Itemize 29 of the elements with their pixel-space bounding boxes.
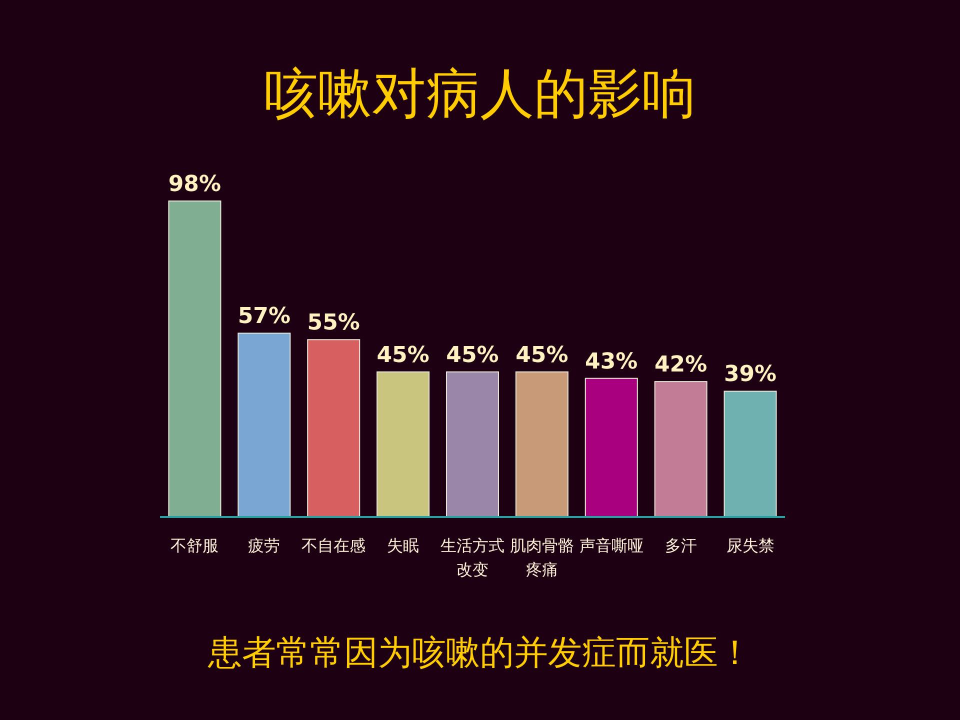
bar [515,371,568,518]
data-label: 55% [307,310,360,336]
data-label: 45% [376,342,430,368]
data-label: 45% [446,342,499,368]
x-tick-label: 尿失禁 [726,536,774,555]
bar [446,371,499,518]
data-label: 45% [516,342,568,368]
text: 患者常常因为咳嗽的并发症而就医！ [207,633,752,673]
data-label: 43% [585,349,638,374]
data-label: 42% [654,352,708,378]
data-label: 57% [238,304,291,330]
x-tick-label: 声音嘶哑 [579,536,644,555]
data-label: 98% [168,172,222,197]
bar [376,371,430,518]
bar [654,381,708,518]
bar [584,378,638,518]
x-tick-label: 失眠 [387,536,420,555]
bar [168,200,222,518]
x-tick-label: 不自在感 [302,536,366,555]
bar [724,390,777,518]
x-tick-label: 疲劳 [248,536,280,555]
bar [307,339,360,518]
x-tick-label: 肌肉骨骼疼痛 [510,536,574,579]
bar [238,332,291,518]
x-tick-label: 多汗 [664,536,697,555]
x-tick-label: 生活方式改变 [440,536,504,579]
chart-title: 咳嗽对病人的影响 [264,62,696,125]
data-label: 39% [724,362,777,388]
x-tick-label: 不舒服 [170,536,219,555]
